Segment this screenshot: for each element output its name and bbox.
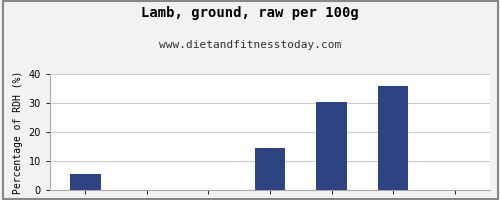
Text: www.dietandfitnesstoday.com: www.dietandfitnesstoday.com — [159, 40, 341, 50]
Bar — [316, 102, 347, 190]
Text: Lamb, ground, raw per 100g: Lamb, ground, raw per 100g — [141, 6, 359, 20]
Bar — [254, 148, 286, 190]
Y-axis label: Percentage of RDH (%): Percentage of RDH (%) — [13, 70, 23, 194]
Bar — [70, 174, 101, 190]
Bar — [378, 86, 408, 190]
